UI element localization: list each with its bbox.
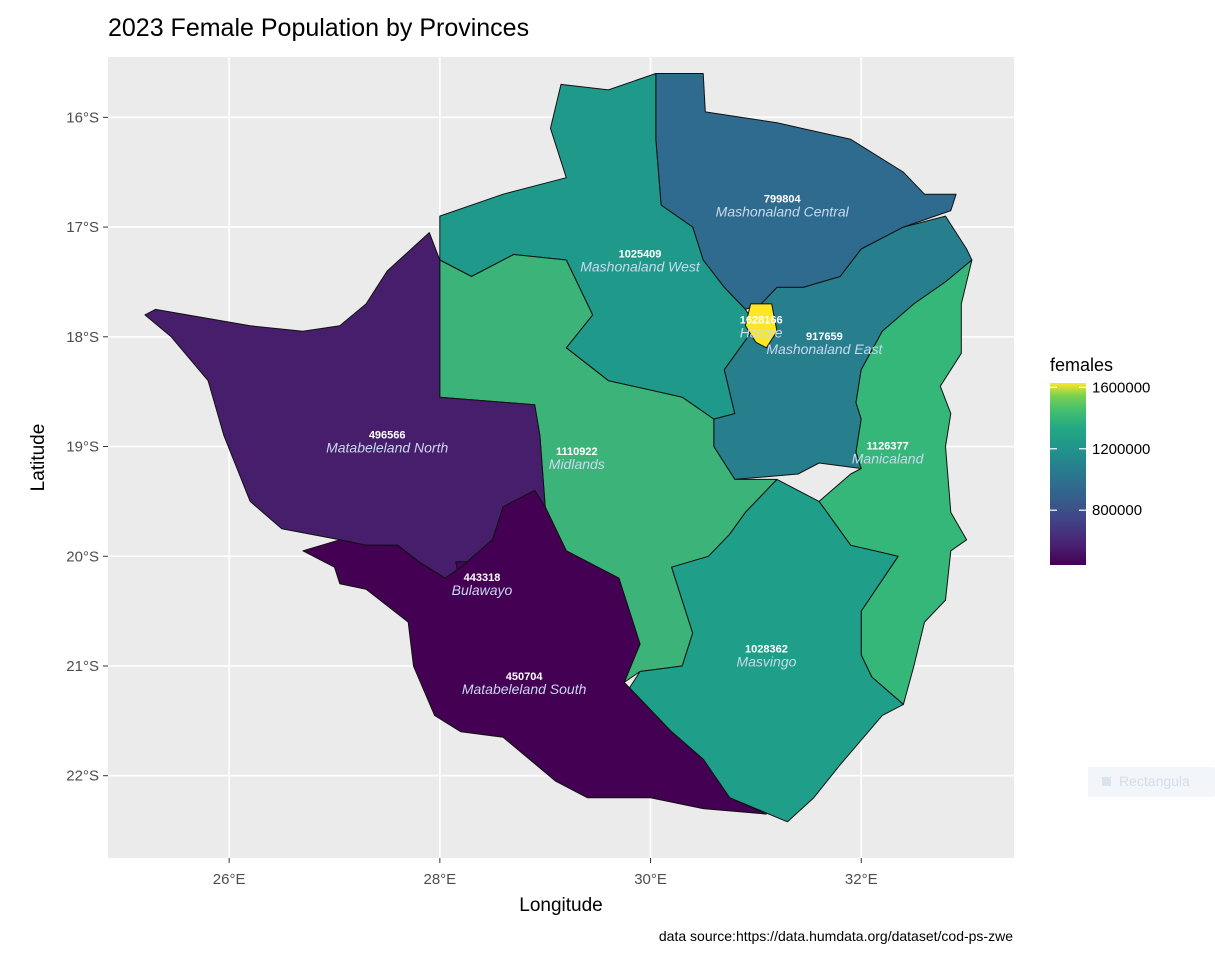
value-label-matabeleland-south: 450704 — [506, 671, 544, 683]
y-tick-label: 18°S — [66, 329, 99, 346]
name-label-harare: Harare — [740, 324, 783, 340]
province-polygons — [144, 73, 973, 823]
rectangle-icon — [1102, 777, 1111, 786]
rectangle-tool-label: Rectangula — [1119, 773, 1190, 789]
name-label-matabeleland-north: Matabeleland North — [326, 440, 448, 456]
name-label-bulawayo: Bulawayo — [452, 582, 513, 598]
name-label-mashonaland-east: Mashonaland East — [766, 341, 883, 357]
value-label-midlands: 1110922 — [556, 446, 598, 458]
rectangle-tool-chip[interactable]: Rectangula — [1088, 767, 1215, 797]
y-tick-label: 16°S — [66, 109, 99, 126]
value-label-mashonaland-west: 1025409 — [619, 248, 662, 260]
x-axis-title: Longitude — [519, 895, 602, 916]
value-label-bulawayo: 443318 — [464, 572, 501, 584]
value-label-manicaland: 1126377 — [866, 441, 908, 453]
legend-title: females — [1050, 355, 1113, 375]
value-label-masvingo: 1028362 — [745, 643, 788, 655]
value-label-matabeleland-north: 496566 — [369, 430, 406, 442]
province-masvingo — [629, 478, 904, 823]
axis-ticks: 26°E 28°E 30°E 32°E 16°S 17°S 18°S 19°S 20°S 21°S… — [66, 109, 877, 888]
value-label-mashonaland-east: 917659 — [806, 331, 843, 343]
legend-colorbar — [1050, 383, 1086, 565]
name-label-manicaland: Manicaland — [852, 451, 925, 467]
legend-tick-label: 800000 — [1092, 502, 1142, 519]
y-tick-label: 22°S — [66, 768, 99, 785]
name-label-mashonaland-west: Mashonaland West — [580, 258, 701, 274]
y-tick-label: 19°S — [66, 439, 99, 456]
plot-title: 2023 Female Population by Provinces — [108, 14, 530, 42]
name-label-mashonaland-central: Mashonaland Central — [716, 204, 850, 220]
value-label-harare: 1628166 — [740, 314, 783, 326]
name-label-matabeleland-south: Matabeleland South — [462, 681, 587, 697]
x-tick-label: 26°E — [213, 871, 246, 888]
data-source-caption: data source:https://data.humdata.org/dat… — [658, 928, 1013, 944]
name-label-midlands: Midlands — [549, 456, 605, 472]
x-tick-label: 32°E — [845, 871, 878, 888]
y-tick-label: 17°S — [66, 219, 99, 236]
color-legend: females 800000 1200000 1600000 — [1050, 355, 1150, 565]
y-axis-title: Latitude — [28, 424, 49, 492]
y-tick-label: 21°S — [66, 658, 99, 675]
province-matabeleland-south — [302, 489, 767, 815]
name-label-masvingo: Masvingo — [736, 653, 796, 669]
x-tick-label: 28°E — [423, 871, 456, 888]
legend-ticks: 800000 1200000 1600000 — [1050, 379, 1150, 519]
y-tick-label: 20°S — [66, 548, 99, 565]
legend-tick-label: 1200000 — [1092, 441, 1150, 458]
value-label-mashonaland-central: 799804 — [764, 194, 802, 206]
legend-tick-label: 1600000 — [1092, 379, 1150, 396]
province-harare — [744, 303, 778, 349]
x-tick-label: 30°E — [634, 871, 667, 888]
